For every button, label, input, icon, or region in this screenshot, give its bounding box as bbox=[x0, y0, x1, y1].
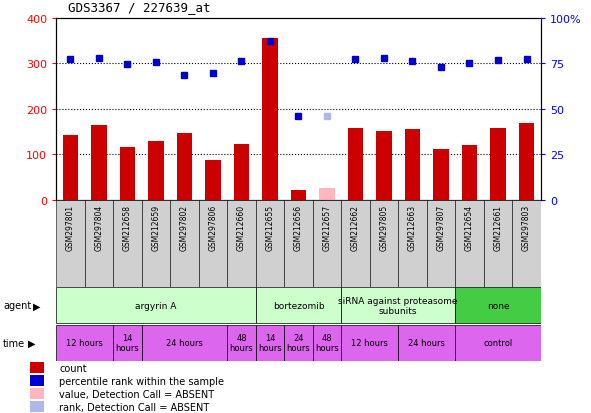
Bar bbox=[30, 362, 44, 373]
Bar bbox=[455, 325, 541, 361]
Bar bbox=[370, 200, 398, 287]
Text: 24
hours: 24 hours bbox=[287, 333, 310, 352]
Text: siRNA against proteasome
subunits: siRNA against proteasome subunits bbox=[339, 296, 458, 315]
Bar bbox=[490, 129, 506, 200]
Text: count: count bbox=[59, 363, 87, 373]
Bar bbox=[63, 135, 78, 200]
Bar bbox=[405, 130, 420, 200]
Text: 24 hours: 24 hours bbox=[166, 338, 203, 347]
Text: GSM212658: GSM212658 bbox=[123, 205, 132, 251]
Text: value, Detection Call = ABSENT: value, Detection Call = ABSENT bbox=[59, 389, 214, 399]
Bar bbox=[433, 150, 449, 200]
Bar bbox=[519, 124, 534, 200]
Bar bbox=[30, 375, 44, 387]
Text: rank, Detection Call = ABSENT: rank, Detection Call = ABSENT bbox=[59, 401, 209, 411]
Bar bbox=[85, 200, 113, 287]
Bar bbox=[256, 288, 341, 323]
Text: 14
hours: 14 hours bbox=[258, 333, 282, 352]
Bar bbox=[313, 325, 341, 361]
Bar bbox=[341, 325, 398, 361]
Bar bbox=[148, 142, 164, 200]
Bar bbox=[233, 145, 249, 200]
Bar bbox=[512, 200, 541, 287]
Bar bbox=[427, 200, 455, 287]
Bar bbox=[348, 129, 363, 200]
Text: GSM297803: GSM297803 bbox=[522, 205, 531, 251]
Text: percentile rank within the sample: percentile rank within the sample bbox=[59, 376, 224, 386]
Text: GSM297807: GSM297807 bbox=[437, 205, 446, 251]
Text: 48
hours: 48 hours bbox=[315, 333, 339, 352]
Text: none: none bbox=[487, 301, 509, 310]
Bar bbox=[113, 325, 142, 361]
Bar bbox=[455, 200, 484, 287]
Bar bbox=[30, 401, 44, 412]
Bar bbox=[455, 288, 541, 323]
Text: control: control bbox=[483, 338, 512, 347]
Bar bbox=[199, 200, 227, 287]
Bar bbox=[205, 160, 221, 200]
Text: GSM297801: GSM297801 bbox=[66, 205, 75, 251]
Text: ▶: ▶ bbox=[33, 301, 40, 311]
Bar bbox=[262, 39, 278, 200]
Bar bbox=[462, 146, 478, 200]
Bar bbox=[227, 200, 256, 287]
Bar bbox=[227, 325, 256, 361]
Bar bbox=[398, 200, 427, 287]
Bar bbox=[142, 200, 170, 287]
Text: GSM212661: GSM212661 bbox=[493, 205, 502, 251]
Bar bbox=[256, 325, 284, 361]
Text: agent: agent bbox=[3, 301, 31, 311]
Text: GSM212656: GSM212656 bbox=[294, 205, 303, 251]
Text: GSM212655: GSM212655 bbox=[265, 205, 274, 251]
Text: GSM212660: GSM212660 bbox=[237, 205, 246, 251]
Bar bbox=[284, 325, 313, 361]
Bar bbox=[91, 125, 107, 200]
Text: GSM297802: GSM297802 bbox=[180, 205, 189, 251]
Text: GDS3367 / 227639_at: GDS3367 / 227639_at bbox=[68, 2, 210, 14]
Bar bbox=[319, 189, 335, 200]
Bar bbox=[291, 190, 306, 200]
Bar bbox=[142, 325, 227, 361]
Text: 12 hours: 12 hours bbox=[66, 338, 103, 347]
Text: GSM212662: GSM212662 bbox=[351, 205, 360, 251]
Text: GSM212663: GSM212663 bbox=[408, 205, 417, 251]
Bar bbox=[376, 132, 392, 200]
Text: GSM297806: GSM297806 bbox=[209, 205, 217, 251]
Bar bbox=[177, 133, 192, 200]
Text: ▶: ▶ bbox=[28, 338, 36, 348]
Text: GSM212659: GSM212659 bbox=[151, 205, 160, 251]
Bar bbox=[170, 200, 199, 287]
Text: 24 hours: 24 hours bbox=[408, 338, 445, 347]
Text: GSM212654: GSM212654 bbox=[465, 205, 474, 251]
Bar bbox=[484, 200, 512, 287]
Text: GSM297805: GSM297805 bbox=[379, 205, 388, 251]
Bar bbox=[284, 200, 313, 287]
Text: GSM297804: GSM297804 bbox=[95, 205, 103, 251]
Text: time: time bbox=[3, 338, 25, 348]
Bar bbox=[256, 200, 284, 287]
Bar bbox=[313, 200, 341, 287]
Bar bbox=[398, 325, 455, 361]
Text: 12 hours: 12 hours bbox=[351, 338, 388, 347]
Bar bbox=[30, 388, 44, 399]
Bar bbox=[56, 200, 85, 287]
Bar bbox=[56, 325, 113, 361]
Bar bbox=[119, 148, 135, 200]
Text: 48
hours: 48 hours bbox=[229, 333, 254, 352]
Text: bortezomib: bortezomib bbox=[272, 301, 324, 310]
Bar bbox=[341, 200, 370, 287]
Text: argyrin A: argyrin A bbox=[135, 301, 177, 310]
Bar bbox=[56, 288, 256, 323]
Bar bbox=[113, 200, 142, 287]
Text: 14
hours: 14 hours bbox=[115, 333, 139, 352]
Bar bbox=[341, 288, 455, 323]
Text: GSM212657: GSM212657 bbox=[323, 205, 332, 251]
